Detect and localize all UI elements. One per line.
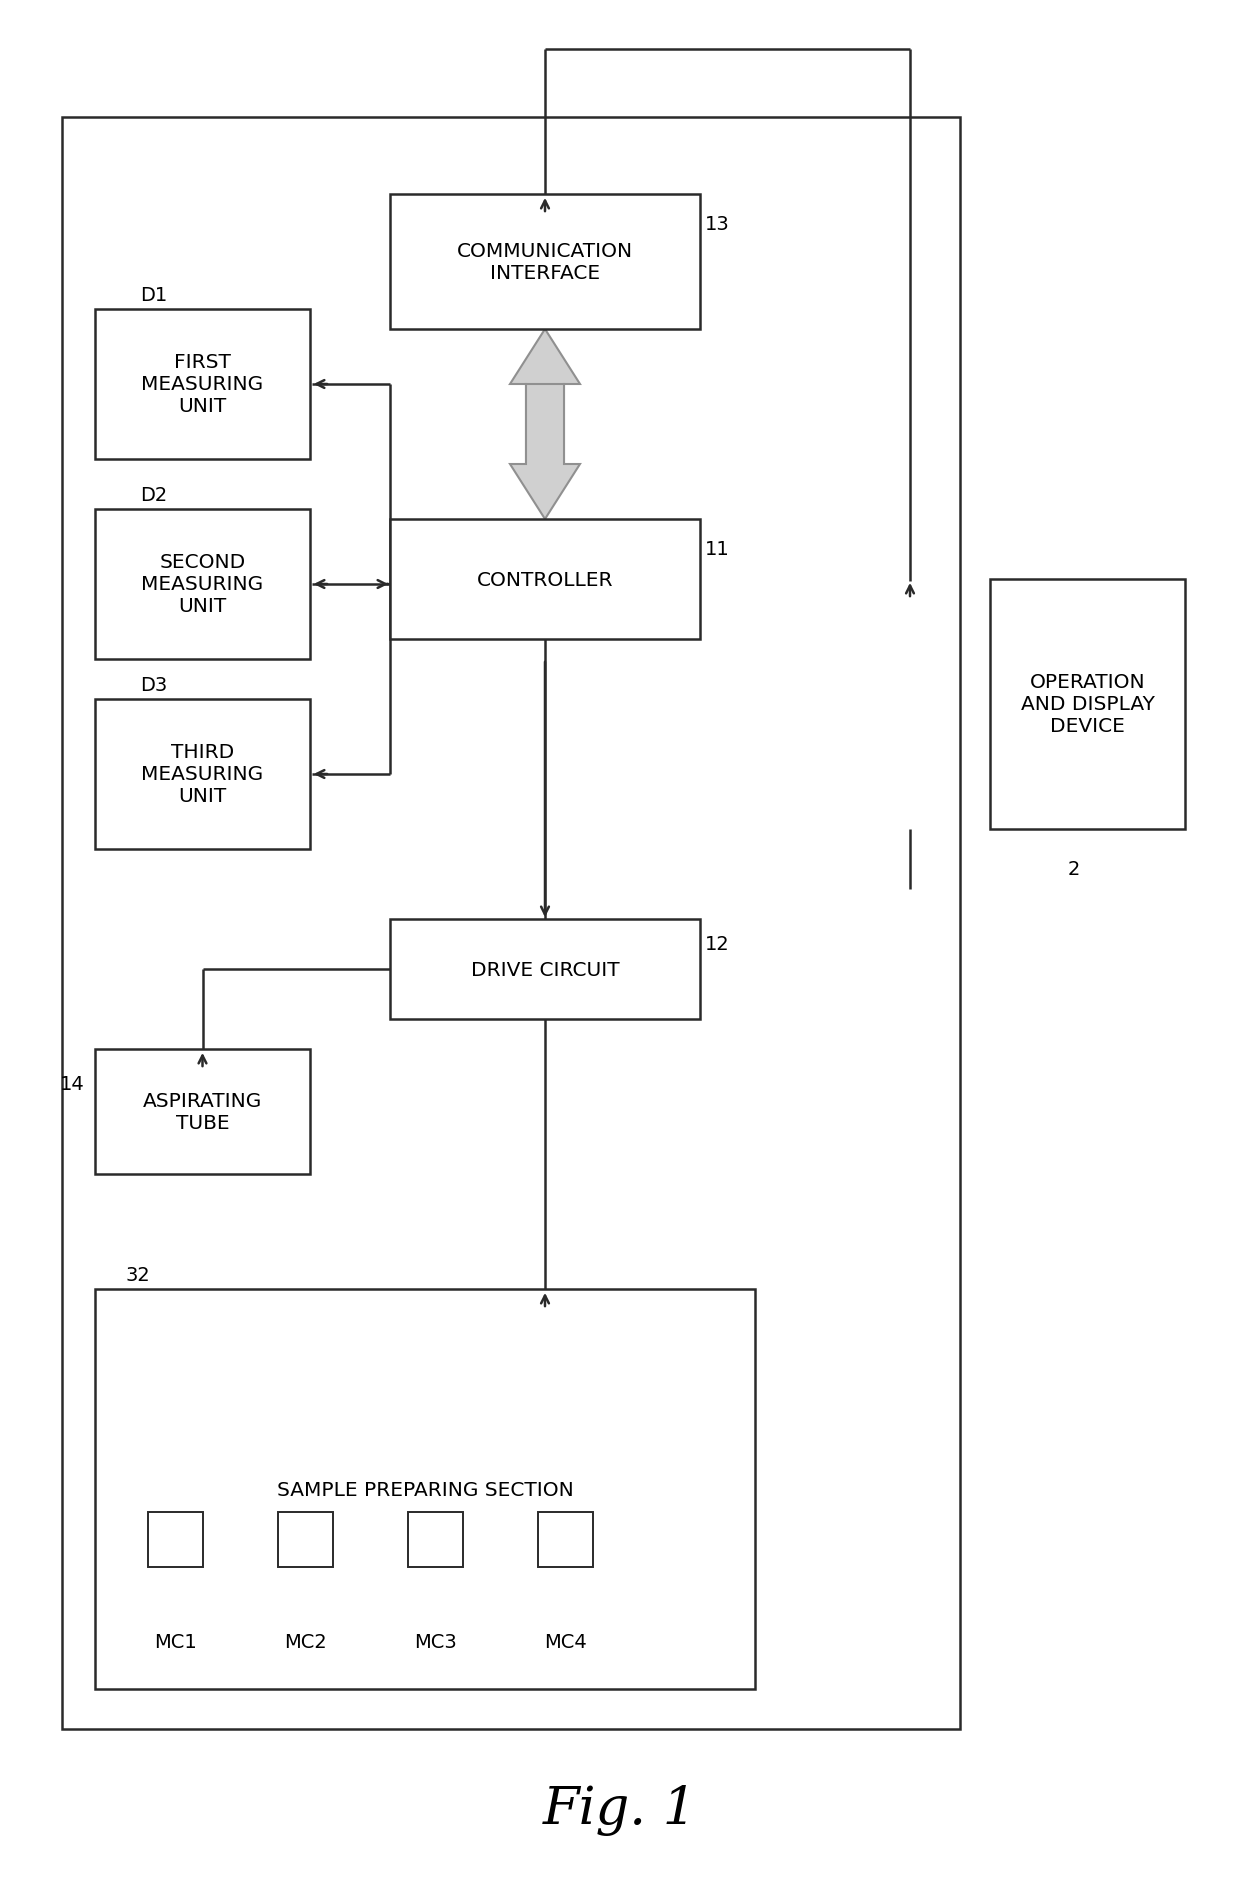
- Text: D2: D2: [140, 485, 167, 504]
- Text: Fig. 1: Fig. 1: [543, 1783, 697, 1834]
- Text: SAMPLE PREPARING SECTION: SAMPLE PREPARING SECTION: [277, 1479, 573, 1498]
- Text: MC4: MC4: [543, 1632, 587, 1651]
- FancyArrow shape: [510, 385, 580, 519]
- Bar: [148, 1511, 202, 1566]
- Text: D1: D1: [140, 285, 167, 304]
- Text: MC3: MC3: [414, 1632, 456, 1651]
- Text: 12: 12: [706, 935, 730, 954]
- Text: ASPIRATING
TUBE: ASPIRATING TUBE: [143, 1092, 262, 1132]
- Text: 14: 14: [61, 1075, 86, 1094]
- Bar: [278, 1511, 332, 1566]
- Bar: [62, 117, 960, 1728]
- Text: 11: 11: [706, 540, 730, 559]
- Text: THIRD
MEASURING
UNIT: THIRD MEASURING UNIT: [141, 742, 264, 807]
- Bar: [95, 510, 310, 659]
- Text: 13: 13: [706, 215, 730, 234]
- Text: MC1: MC1: [154, 1632, 196, 1651]
- Text: OPERATION
AND DISPLAY
DEVICE: OPERATION AND DISPLAY DEVICE: [1021, 672, 1154, 737]
- Text: 2: 2: [1068, 859, 1080, 878]
- Bar: [95, 1050, 310, 1175]
- Text: FIRST
MEASURING
UNIT: FIRST MEASURING UNIT: [141, 353, 264, 416]
- Text: D3: D3: [140, 676, 167, 695]
- Bar: [95, 1290, 755, 1689]
- Text: COMMUNICATION
INTERFACE: COMMUNICATION INTERFACE: [456, 242, 634, 283]
- Text: CONTROLLER: CONTROLLER: [476, 570, 614, 589]
- Bar: [537, 1511, 593, 1566]
- Bar: [95, 310, 310, 459]
- Text: SECOND
MEASURING
UNIT: SECOND MEASURING UNIT: [141, 553, 264, 616]
- Bar: [990, 580, 1185, 829]
- FancyArrow shape: [510, 331, 580, 465]
- Text: DRIVE CIRCUIT: DRIVE CIRCUIT: [471, 960, 619, 979]
- Bar: [391, 195, 701, 331]
- Text: MC2: MC2: [284, 1632, 326, 1651]
- Bar: [391, 519, 701, 640]
- Bar: [391, 920, 701, 1020]
- Bar: [408, 1511, 463, 1566]
- Bar: [95, 699, 310, 850]
- Text: 32: 32: [125, 1266, 150, 1285]
